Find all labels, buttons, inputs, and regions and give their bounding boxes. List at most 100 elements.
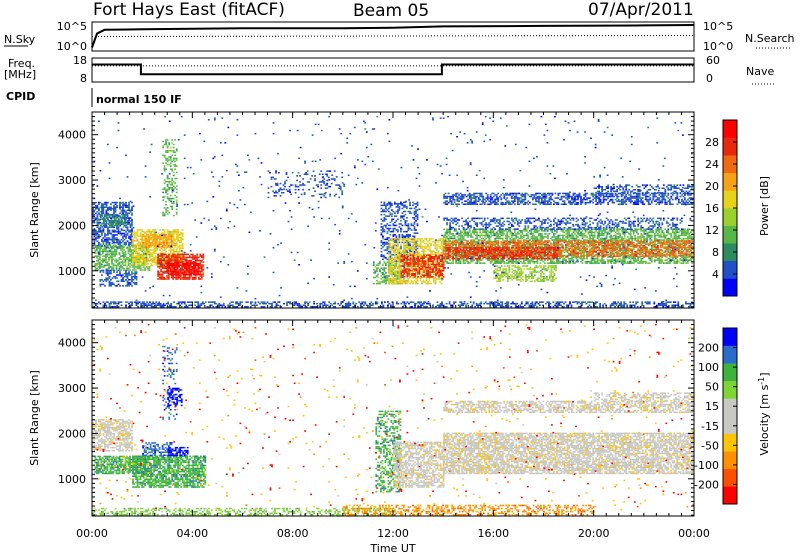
heatmap-cell xyxy=(139,233,142,236)
heatmap-cell xyxy=(423,265,425,267)
heatmap-cell xyxy=(501,253,504,255)
heatmap-cell xyxy=(127,264,130,267)
heatmap-cell xyxy=(163,276,165,279)
heatmap-cell xyxy=(200,269,203,271)
heatmap-cell xyxy=(421,266,424,269)
heatmap-cell xyxy=(166,240,168,242)
heatmap-cell xyxy=(147,235,149,237)
heatmap-cell xyxy=(385,267,387,269)
heatmap-cell xyxy=(141,269,143,271)
heatmap-cell xyxy=(131,206,133,208)
heatmap-cell xyxy=(171,232,174,234)
heatmap-cell xyxy=(513,237,516,240)
heatmap-cell xyxy=(332,178,335,180)
heatmap-cell xyxy=(521,230,524,232)
heatmap-cell xyxy=(136,243,139,245)
freq-left-tick-top: 18 xyxy=(73,54,87,67)
heatmap-cell xyxy=(135,277,138,279)
heatmap-cell xyxy=(413,238,416,240)
heatmap-cell xyxy=(524,243,527,246)
heatmap-cell xyxy=(129,255,131,257)
heatmap-cell xyxy=(532,239,534,241)
heatmap-cell xyxy=(324,173,327,175)
heatmap-cell xyxy=(129,260,131,262)
heatmap-cell xyxy=(126,226,129,228)
heatmap-cell xyxy=(169,252,172,254)
heatmap-cell xyxy=(119,243,121,245)
heatmap-cell xyxy=(392,238,395,241)
heatmap-cell xyxy=(157,253,159,256)
heatmap-cell xyxy=(132,232,134,234)
heatmap-cell xyxy=(428,264,431,266)
heatmap-cell xyxy=(413,253,416,256)
heatmap-cell xyxy=(132,261,134,264)
heatmap-cell xyxy=(116,216,119,219)
heatmap-cell xyxy=(326,182,329,185)
heatmap-cell xyxy=(180,233,183,236)
heatmap-cell xyxy=(394,203,396,205)
heatmap-cell xyxy=(510,234,513,237)
heatmap-cell xyxy=(133,269,136,271)
heatmap-cell xyxy=(415,261,417,263)
heatmap-cell xyxy=(176,276,179,279)
heatmap-cell xyxy=(434,261,437,263)
heatmap-cell xyxy=(524,257,527,260)
heatmap-cell xyxy=(548,228,551,230)
heatmap-cell xyxy=(195,263,198,265)
heatmap-cell xyxy=(191,253,194,256)
heatmap-cell xyxy=(191,272,194,274)
heatmap-cell xyxy=(542,253,545,255)
heatmap-cell xyxy=(175,253,178,256)
heatmap-cell xyxy=(169,273,172,276)
heatmap-cell xyxy=(117,220,120,222)
heatmap-cell xyxy=(111,235,114,238)
heatmap-cell xyxy=(141,236,143,239)
heatmap-cell xyxy=(501,234,504,237)
heatmap-cell xyxy=(379,270,381,272)
heatmap-cell xyxy=(175,191,178,194)
heatmap-cell xyxy=(406,282,408,285)
heatmap-cell xyxy=(125,285,127,287)
heatmap-cell xyxy=(433,261,435,263)
heatmap-cell xyxy=(395,254,398,256)
heatmap-cell xyxy=(547,237,549,240)
heatmap-cell xyxy=(133,235,136,237)
heatmap-cell xyxy=(418,276,420,279)
heatmap-cell xyxy=(432,271,434,273)
heatmap-cell xyxy=(128,241,130,244)
heatmap-cell xyxy=(416,224,419,227)
heatmap-cell xyxy=(96,231,99,233)
heatmap-cell xyxy=(422,259,425,262)
heatmap-cell xyxy=(175,213,178,215)
heatmap-cell xyxy=(92,209,94,211)
heatmap-cell xyxy=(439,278,441,280)
heatmap-cell xyxy=(116,280,118,282)
heatmap-cell xyxy=(415,262,418,264)
heatmap-cell xyxy=(96,247,98,250)
heatmap-cell xyxy=(389,264,392,266)
heatmap-cell xyxy=(416,215,419,217)
heatmap-cell xyxy=(415,249,417,251)
heatmap-cell xyxy=(529,230,531,232)
heatmap-cell xyxy=(108,229,111,232)
heatmap-cell xyxy=(550,257,552,260)
heatmap-cell xyxy=(516,233,519,235)
heatmap-cell xyxy=(532,259,534,261)
heatmap-cell xyxy=(168,177,171,180)
heatmap-cell xyxy=(294,188,297,191)
heatmap-cell xyxy=(123,234,126,236)
heatmap-cell xyxy=(386,246,389,248)
heatmap-cell xyxy=(459,237,462,240)
heatmap-cell xyxy=(461,236,463,238)
heatmap-cell xyxy=(150,253,152,256)
heatmap-cell xyxy=(92,221,94,224)
heatmap-cell xyxy=(163,252,166,254)
heatmap-cell xyxy=(436,239,438,242)
heatmap-cell xyxy=(403,242,405,245)
heatmap-cell xyxy=(377,281,380,283)
heatmap-cell xyxy=(173,259,176,262)
heatmap-cell xyxy=(470,260,473,263)
heatmap-cell xyxy=(96,249,98,251)
heatmap-cell xyxy=(170,267,173,269)
heatmap-cell xyxy=(403,281,405,283)
